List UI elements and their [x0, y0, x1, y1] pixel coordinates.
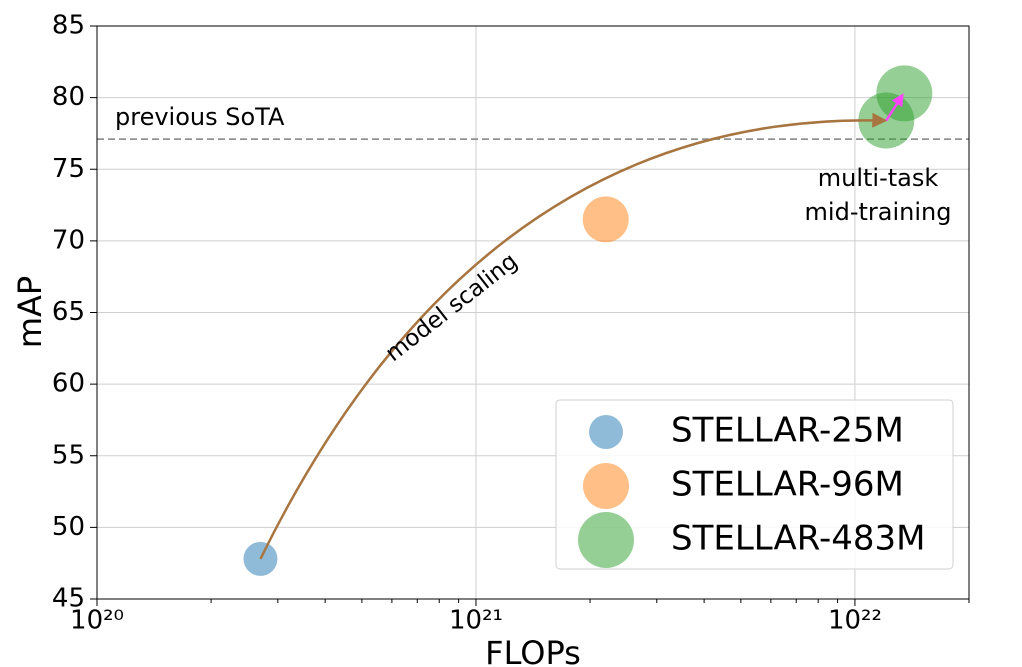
midtrain-arrow	[885, 93, 904, 122]
legend-label: STELLAR-483M	[671, 519, 926, 559]
point	[582, 196, 629, 243]
legend-marker	[578, 512, 634, 568]
y-tick-label: 75	[52, 154, 85, 184]
x-tick-label: 10²¹	[449, 606, 503, 636]
y-tick-label: 85	[52, 11, 85, 41]
annotation: multi-task	[818, 164, 939, 192]
legend-label: STELLAR-96M	[671, 465, 904, 505]
x-tick-label: 10²⁰	[70, 606, 124, 636]
legend-marker	[583, 463, 629, 509]
annotation: mid-training	[805, 198, 952, 226]
y-tick-label: 50	[52, 512, 85, 542]
plot-frame	[96, 25, 970, 600]
reference-label: previous SoTA	[115, 103, 285, 131]
legend-label: STELLAR-25M	[671, 411, 904, 451]
y-axis-label: mAP	[11, 276, 49, 348]
scaling-arrow	[259, 112, 888, 560]
y-tick-label: 55	[52, 440, 85, 470]
y-tick-label: 65	[52, 297, 85, 327]
y-tick-label: 80	[52, 82, 85, 112]
annotation: model scaling	[381, 248, 523, 367]
legend-box	[555, 399, 954, 570]
x-tick-label: 10²²	[828, 606, 882, 636]
y-tick-label: 70	[52, 225, 85, 255]
y-tick-label: 45	[52, 584, 85, 614]
legend-marker	[589, 415, 623, 449]
point	[876, 65, 933, 122]
x-axis-label: FLOPs	[485, 634, 581, 667]
y-tick-label: 60	[52, 369, 85, 399]
